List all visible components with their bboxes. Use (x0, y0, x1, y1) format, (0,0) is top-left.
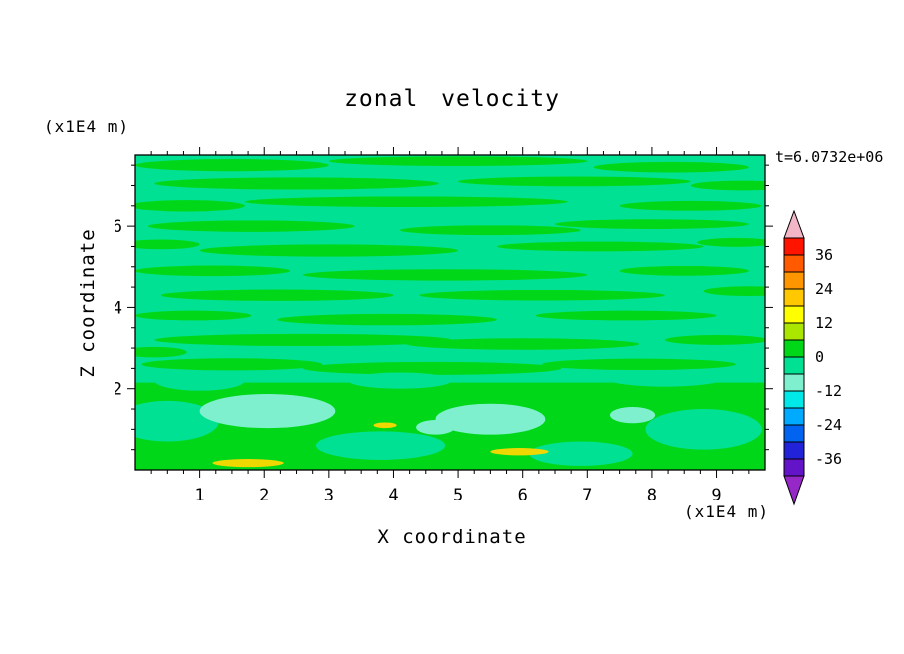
x-tick-label: 9 (711, 486, 721, 500)
contour-blob (199, 244, 459, 257)
contour-blob (328, 156, 588, 166)
colorbar-segment (783, 424, 805, 443)
colorbar-segment (783, 441, 805, 460)
contour-blob (277, 313, 497, 326)
contour-blob (697, 237, 765, 247)
x-tick-label: 8 (647, 486, 657, 500)
x-tick-label: 1 (194, 486, 204, 500)
colorbar-label: -36 (815, 450, 842, 468)
colorbar: 36 24 12 0 -12 -24 -36 (783, 210, 842, 506)
contour-blob (619, 200, 762, 211)
timestamp-label: t=6.0732e+06 (775, 148, 884, 166)
colorbar-label: -24 (815, 416, 842, 434)
contour-blob (154, 177, 439, 190)
contour-blob (542, 358, 736, 371)
contour-blob (606, 370, 723, 387)
contour-blob (135, 159, 329, 172)
contour-blob (147, 220, 355, 232)
colorbar-label: 12 (815, 314, 833, 332)
colorbar-segment (783, 254, 805, 273)
contour-blob (419, 289, 665, 301)
contour-blob (135, 400, 219, 442)
contour-blob (303, 269, 588, 281)
contour-blob (535, 310, 717, 321)
contour-plot: 1 2 3 4 5 6 7 8 9 2 4 6 (115, 147, 773, 500)
x-tick-label: 3 (324, 486, 334, 500)
x-tick-label: 2 (259, 486, 269, 500)
contour-blob (416, 420, 455, 435)
contour-blob (135, 265, 291, 277)
contour-blob (399, 225, 581, 236)
x-tick-label: 7 (582, 486, 592, 500)
contour-blob (619, 265, 749, 276)
y-tick-label: 6 (115, 217, 122, 237)
contour-blob (645, 409, 762, 450)
colorbar-label: 36 (815, 246, 833, 264)
contour-blob (496, 241, 704, 252)
colorbar-under-arrow (783, 475, 805, 506)
contour-blob (435, 403, 546, 435)
contour-blob (160, 289, 394, 301)
contour-blob (373, 422, 397, 429)
contour-blob (135, 239, 200, 250)
colorbar-segment (783, 390, 805, 409)
contour-blob (690, 180, 765, 191)
x-axis-title: X coordinate (377, 526, 527, 548)
x-tick-label: 6 (518, 486, 528, 500)
colorbar-segment (783, 322, 805, 341)
colorbar-label: -12 (815, 382, 842, 400)
x-axis-unit-label: (x1E4 m) (684, 502, 770, 521)
contour-blob (303, 361, 562, 375)
contour-blob (555, 219, 749, 229)
contour-blob (135, 346, 187, 358)
colorbar-segment (783, 356, 805, 375)
colorbar-segment (783, 407, 805, 426)
x-tick-label: 4 (388, 486, 398, 500)
colorbar-segment (783, 237, 805, 256)
y-axis-title: Z coordinate (77, 228, 99, 378)
contour-blob (154, 333, 452, 347)
contour-blob (154, 370, 245, 391)
colorbar-segment (783, 458, 805, 477)
contour-blob (212, 459, 284, 468)
colorbar-label: 24 (815, 280, 833, 298)
colorbar-segment (783, 288, 805, 307)
plot-title: zonal velocity (344, 86, 560, 112)
contour-blob (135, 310, 252, 321)
contour-blob (135, 200, 245, 212)
x-tick-label: 5 (453, 486, 463, 500)
contour-blob (703, 286, 765, 297)
contour-field (135, 155, 765, 470)
y-tick-label: 4 (115, 298, 122, 318)
contour-blob (458, 176, 691, 187)
colorbar-over-arrow (783, 210, 805, 239)
y-tick-label: 2 (115, 380, 122, 400)
plot-border (134, 154, 766, 471)
colorbar-segment (783, 339, 805, 358)
contour-blob (593, 161, 749, 173)
contour-blob (406, 338, 639, 350)
contour-blob (141, 358, 323, 371)
contour-blob (199, 393, 336, 429)
y-axis-unit-label: (x1E4 m) (44, 117, 130, 136)
contour-blob (315, 431, 446, 460)
colorbar-segment (783, 271, 805, 290)
contour-blob (664, 335, 765, 345)
colorbar-segment (783, 373, 805, 392)
contour-blob (609, 407, 656, 424)
colorbar-label: 0 (815, 348, 824, 366)
contour-blob (529, 441, 633, 466)
contour-blob (490, 448, 549, 456)
colorbar-segment (783, 305, 805, 324)
contour-blob (244, 196, 568, 208)
contour-blob (348, 372, 452, 389)
